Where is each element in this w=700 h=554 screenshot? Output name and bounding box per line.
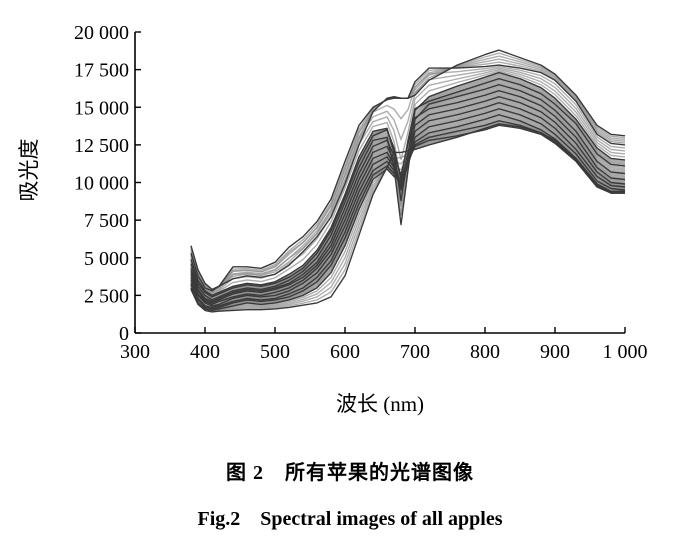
x-tick-label: 500 bbox=[260, 341, 290, 363]
spectrum-line-10 bbox=[190, 114, 625, 309]
spectrum-band-line bbox=[190, 70, 626, 296]
x-tick-label: 900 bbox=[540, 341, 570, 363]
spectrum-line-4 bbox=[190, 78, 626, 298]
x-ticks: 300 400 500 600 700 800 900 1 000 bbox=[120, 327, 648, 363]
y-tick-label: 17 500 bbox=[74, 60, 129, 82]
x-tick-label: 300 bbox=[120, 341, 150, 363]
spectrum-line-13 bbox=[190, 123, 625, 313]
y-ticks: 0 2 500 5 000 7 500 10 000 12 500 15 000 17 500… bbox=[74, 22, 141, 345]
y-tick-label: 0 bbox=[119, 323, 129, 345]
spectrum-line-6 bbox=[190, 90, 626, 303]
spectrum-line-9 bbox=[190, 108, 626, 307]
y-axis-label: 吸光度 bbox=[17, 139, 41, 202]
spectral-band bbox=[190, 52, 626, 313]
spectrum-line-12 bbox=[190, 124, 625, 312]
spectrum-line-8 bbox=[190, 102, 626, 306]
spectrum-line-5 bbox=[190, 84, 626, 301]
x-tick-label: 1 000 bbox=[603, 341, 648, 363]
y-tick-label: 10 000 bbox=[74, 173, 129, 195]
x-tick-label: 600 bbox=[330, 341, 360, 363]
figure-caption-chinese: 图 2 所有苹果的光谱图像 bbox=[226, 462, 474, 484]
spectral-lines bbox=[190, 49, 626, 313]
spectrum-line-3 bbox=[190, 71, 626, 297]
spectrum-band-line bbox=[190, 65, 626, 293]
y-tick-label: 12 500 bbox=[74, 135, 129, 157]
figure-caption-english: Fig.2 Spectral images of all apples bbox=[197, 508, 503, 530]
x-tick-label: 400 bbox=[190, 341, 220, 363]
spectrum-line-7 bbox=[190, 96, 626, 304]
y-tick-label: 5 000 bbox=[84, 248, 129, 270]
y-tick-label: 20 000 bbox=[74, 22, 129, 44]
spectrum-line-2 bbox=[190, 64, 626, 292]
x-tick-label: 800 bbox=[470, 341, 500, 363]
x-axis-label: 波长 (nm) bbox=[336, 392, 424, 416]
spectrum-line-1 bbox=[190, 49, 626, 291]
spectrum-band-line bbox=[190, 67, 626, 294]
y-tick-label: 7 500 bbox=[84, 210, 129, 232]
y-tick-label: 15 000 bbox=[74, 97, 129, 119]
y-tick-label: 2 500 bbox=[84, 285, 129, 307]
x-tick-label: 700 bbox=[400, 341, 430, 363]
